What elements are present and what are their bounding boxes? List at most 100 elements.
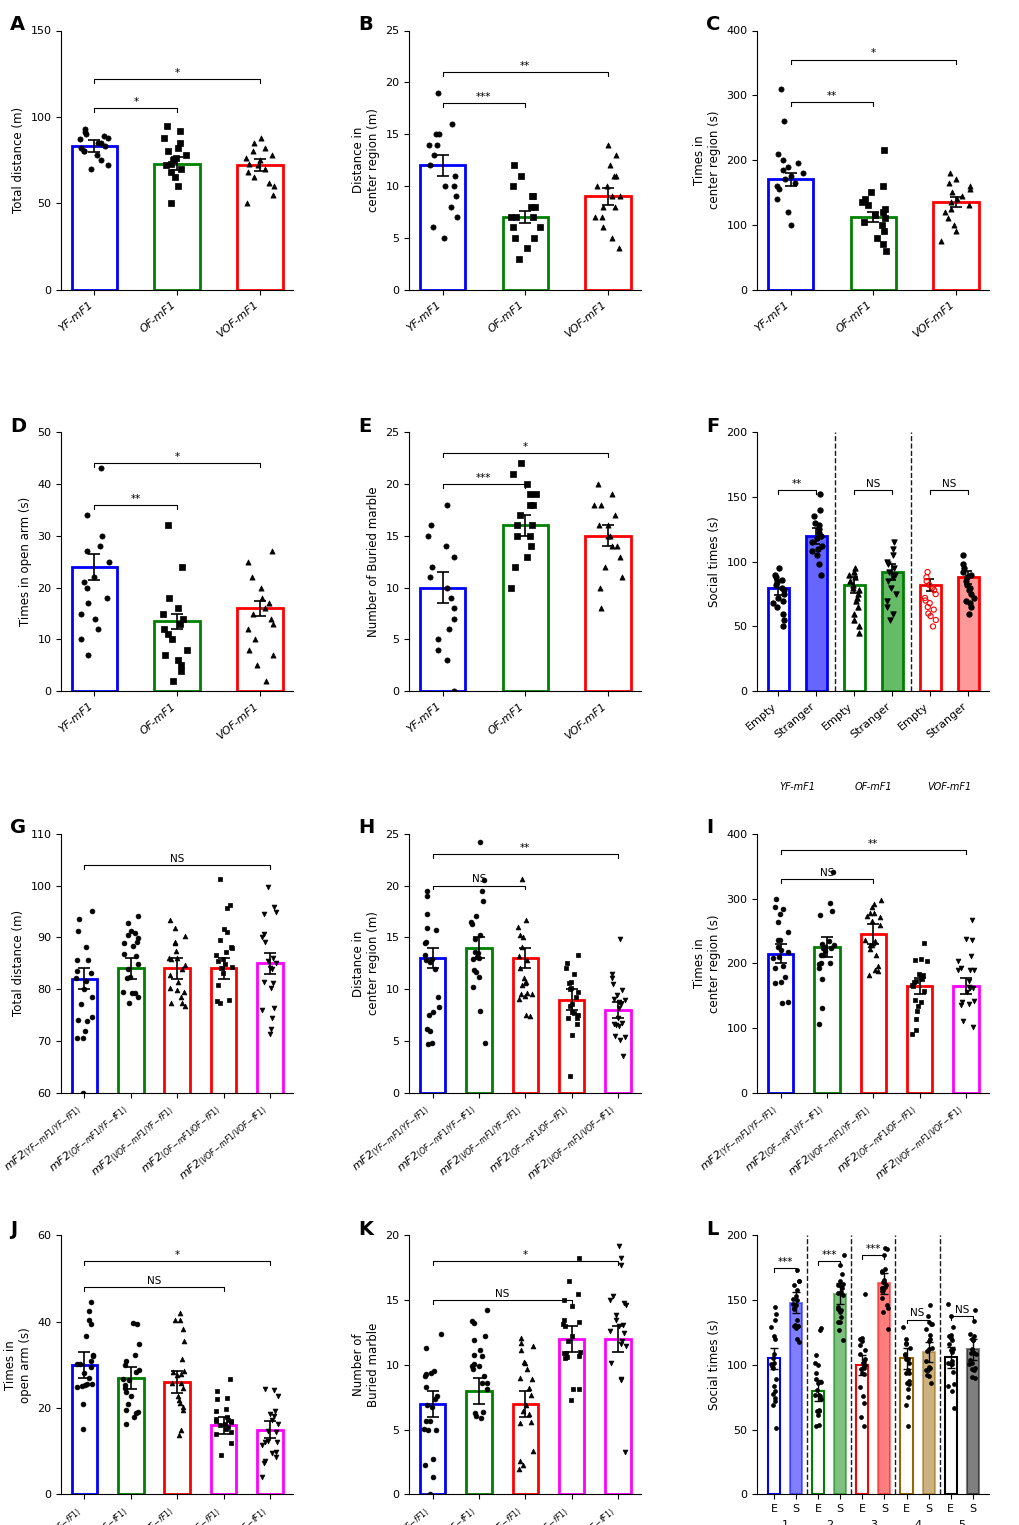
- Point: [419, 1031, 435, 1055]
- Point: [562, 976, 579, 1000]
- Point: [564, 1000, 580, 1025]
- Point: [212, 1412, 228, 1437]
- Point: [425, 215, 441, 239]
- Point: [812, 1388, 828, 1412]
- Point: [606, 195, 623, 220]
- Bar: [877, 1284, 890, 1494]
- Point: [521, 523, 537, 547]
- Point: [945, 1372, 961, 1397]
- Point: [473, 1406, 489, 1430]
- Point: [875, 1267, 892, 1292]
- Point: [172, 1371, 189, 1395]
- Point: [466, 1401, 482, 1426]
- Point: [875, 1235, 892, 1260]
- Point: [260, 949, 276, 973]
- Point: [953, 956, 969, 981]
- Point: [913, 967, 929, 991]
- Point: [570, 942, 586, 967]
- Point: [466, 1312, 482, 1336]
- Point: [763, 1354, 780, 1379]
- Point: [218, 1405, 234, 1429]
- Point: [512, 923, 528, 947]
- Point: [83, 1290, 99, 1315]
- Point: [878, 552, 895, 576]
- Point: [878, 595, 895, 619]
- Bar: [154, 163, 200, 290]
- Point: [504, 174, 521, 198]
- Point: [773, 991, 790, 1016]
- Point: [866, 958, 882, 982]
- Point: [613, 1011, 630, 1035]
- Bar: [767, 1359, 780, 1494]
- Point: [429, 637, 445, 662]
- Point: [895, 1315, 911, 1339]
- Point: [605, 1013, 622, 1037]
- Text: L: L: [705, 1220, 718, 1238]
- Point: [523, 195, 539, 220]
- Point: [571, 1310, 587, 1334]
- Point: [254, 997, 270, 1022]
- Point: [783, 212, 799, 236]
- Point: [832, 1310, 848, 1334]
- Point: [771, 927, 788, 952]
- Point: [942, 191, 958, 215]
- Point: [518, 949, 534, 973]
- Point: [907, 968, 923, 993]
- Point: [908, 999, 924, 1023]
- Point: [878, 589, 895, 613]
- Point: [964, 1328, 980, 1353]
- Point: [468, 1405, 484, 1429]
- Point: [417, 1363, 433, 1388]
- Point: [944, 1360, 960, 1385]
- Point: [513, 451, 529, 476]
- Bar: [585, 197, 630, 290]
- Point: [963, 927, 979, 952]
- Text: F: F: [705, 416, 718, 436]
- Point: [263, 607, 279, 631]
- Point: [811, 497, 827, 522]
- Point: [157, 642, 173, 666]
- Text: NS: NS: [170, 854, 184, 863]
- Point: [523, 1383, 539, 1408]
- Point: [168, 978, 184, 1002]
- Point: [878, 1318, 895, 1342]
- Point: [766, 971, 783, 996]
- Point: [938, 206, 955, 230]
- Point: [473, 1371, 489, 1395]
- Point: [417, 949, 433, 973]
- Point: [556, 1313, 573, 1337]
- Point: [945, 212, 961, 236]
- Point: [878, 1237, 895, 1261]
- Point: [962, 1340, 978, 1365]
- Point: [940, 1351, 956, 1376]
- Point: [517, 1394, 533, 1418]
- Bar: [604, 1010, 630, 1093]
- Point: [764, 1356, 781, 1380]
- Point: [417, 1409, 433, 1434]
- Point: [784, 1287, 800, 1312]
- Point: [872, 1260, 889, 1284]
- Point: [207, 1408, 223, 1432]
- Point: [967, 1342, 983, 1366]
- Point: [558, 952, 575, 976]
- Point: [954, 560, 970, 584]
- Point: [782, 165, 798, 189]
- Point: [176, 993, 193, 1017]
- Point: [899, 1371, 915, 1395]
- Point: [808, 1371, 824, 1395]
- Point: [440, 616, 457, 640]
- Bar: [513, 1405, 538, 1494]
- Point: [847, 589, 863, 613]
- Point: [566, 961, 582, 985]
- Point: [78, 503, 95, 528]
- Point: [424, 1000, 440, 1025]
- Bar: [71, 146, 117, 290]
- Point: [129, 1312, 146, 1336]
- Point: [161, 976, 177, 1000]
- Point: [787, 1293, 803, 1318]
- Point: [240, 616, 257, 640]
- Point: [963, 1337, 979, 1362]
- Point: [958, 566, 974, 590]
- Point: [853, 1328, 869, 1353]
- Point: [834, 1263, 850, 1287]
